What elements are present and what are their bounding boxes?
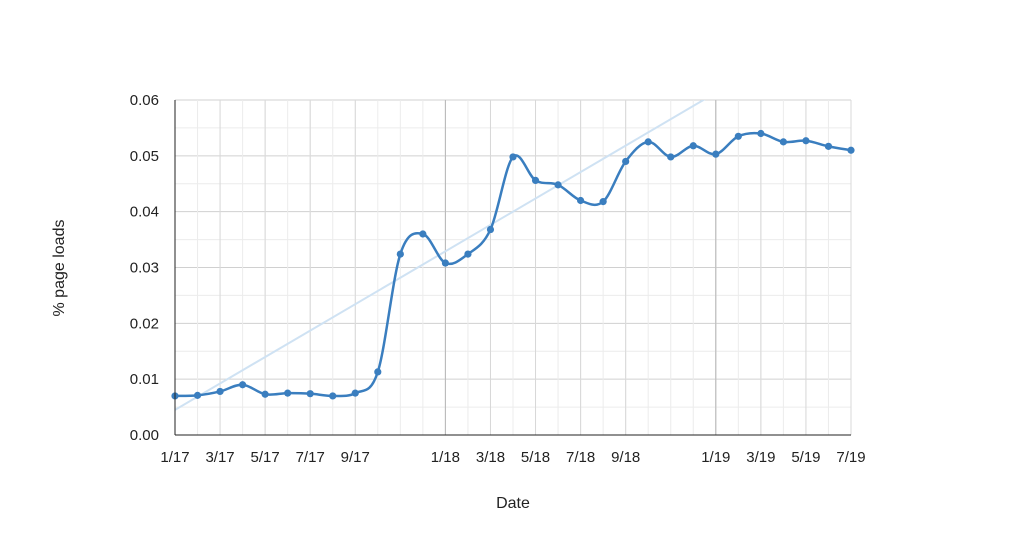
data-point <box>779 138 788 146</box>
data-point <box>734 132 742 140</box>
data-point <box>712 150 720 158</box>
data-point <box>486 225 495 234</box>
x-tick-label: 5/18 <box>521 449 550 466</box>
data-point <box>193 391 202 399</box>
data-point <box>509 153 517 161</box>
data-point <box>757 129 765 138</box>
x-tick-label: 1/19 <box>701 449 730 466</box>
x-tick-labels: 1/17 3/17 5/17 7/17 9/17 1/18 3/18 5/18 7/18 9/18… <box>160 449 865 466</box>
x-tick-label: 1/17 <box>160 449 189 466</box>
data-point <box>802 137 810 145</box>
x-tick-label: 3/19 <box>746 449 775 466</box>
y-tick-label: 0.04 <box>130 204 159 221</box>
data-point <box>689 142 697 150</box>
data-point <box>239 381 247 389</box>
data-point <box>284 389 292 397</box>
data-point <box>464 250 472 258</box>
y-tick-labels: 0.00 0.01 0.02 0.03 0.04 0.05 0.06 <box>130 92 159 444</box>
y-tick-label: 0.05 <box>130 148 159 165</box>
y-tick-label: 0.02 <box>130 315 159 332</box>
x-tick-label: 9/18 <box>611 449 640 466</box>
y-tick-label: 0.06 <box>130 92 159 109</box>
y-tick-label: 0.01 <box>130 371 159 388</box>
x-tick-label: 7/17 <box>296 449 325 466</box>
data-point <box>329 392 337 400</box>
data-point <box>351 389 359 397</box>
x-tick-label: 5/19 <box>791 449 820 466</box>
x-tick-label: 9/17 <box>341 449 370 466</box>
x-axis-title: Date <box>496 495 530 512</box>
data-point <box>306 390 314 398</box>
data-point <box>599 198 607 206</box>
y-tick-label: 0.03 <box>130 260 159 277</box>
axes <box>174 100 851 436</box>
data-point <box>396 250 404 258</box>
trendline-line <box>175 100 706 411</box>
x-tick-label: 5/17 <box>251 449 280 466</box>
x-tick-label: 3/17 <box>205 449 234 466</box>
y-axis-title: % page loads <box>51 220 68 317</box>
x-tick-label: 3/18 <box>476 449 505 466</box>
y-tick-label: 0.00 <box>130 427 159 444</box>
data-point <box>824 142 833 150</box>
data-point <box>216 387 224 396</box>
data-point <box>847 146 855 154</box>
x-tick-label: 1/18 <box>431 449 460 466</box>
data-point <box>667 153 675 161</box>
data-point <box>577 196 585 205</box>
data-point <box>261 390 269 398</box>
data-point <box>419 230 427 238</box>
data-point <box>644 138 652 146</box>
series-layer <box>171 129 855 400</box>
data-point <box>554 181 562 189</box>
data-point <box>622 157 630 166</box>
data-point <box>374 368 382 376</box>
data-point <box>531 176 540 184</box>
trendline <box>175 100 706 411</box>
x-tick-label: 7/19 <box>836 449 865 466</box>
data-point <box>441 259 449 267</box>
x-tick-label: 7/18 <box>566 449 595 466</box>
